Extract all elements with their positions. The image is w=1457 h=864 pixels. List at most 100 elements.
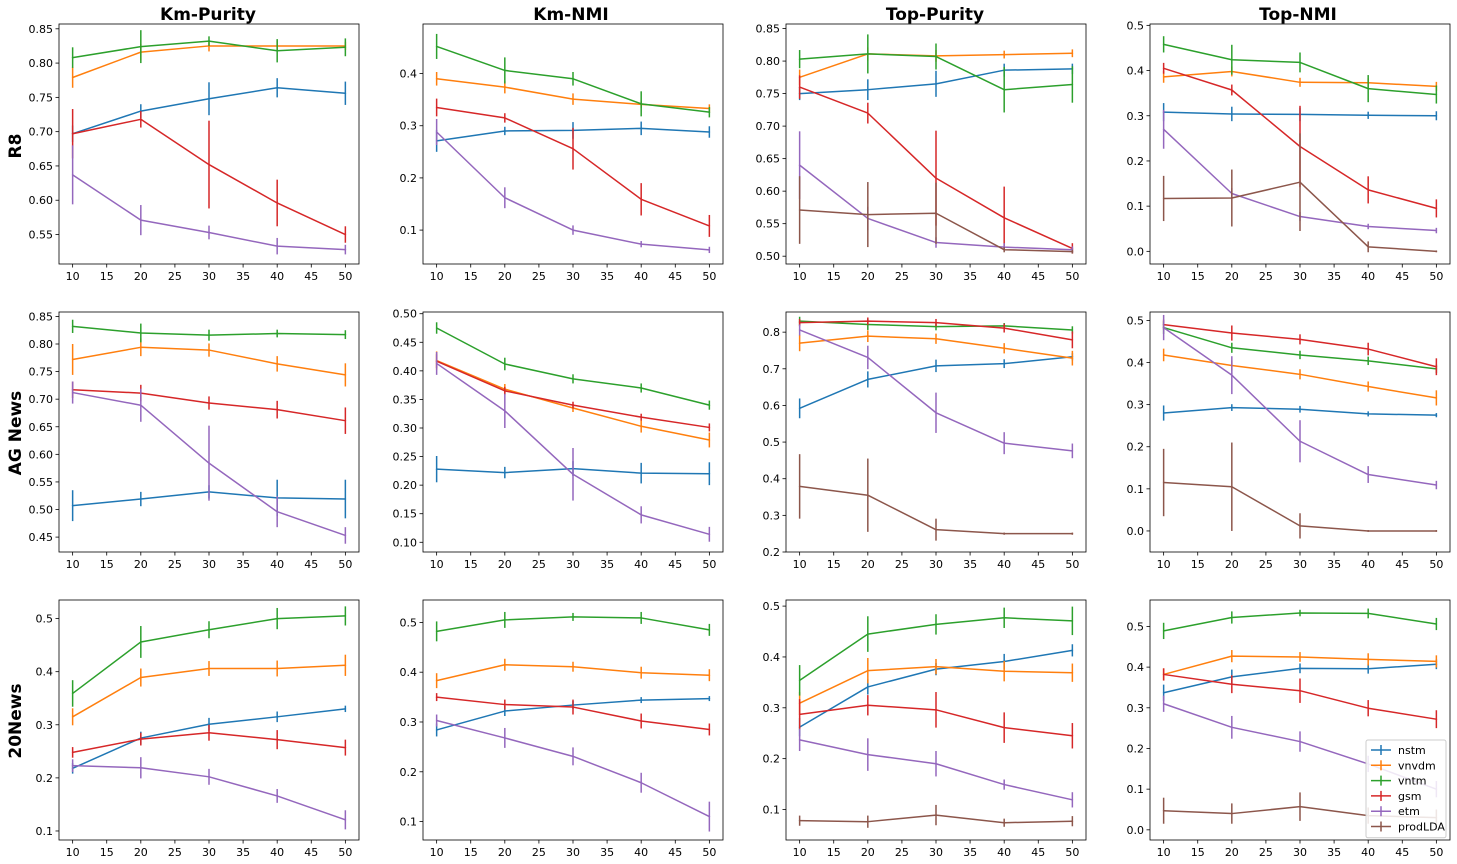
- data-point-gsm: [640, 720, 642, 722]
- x-tick-label: 40: [1361, 558, 1375, 571]
- y-tick-label: 0.3: [36, 719, 54, 732]
- data-point-vnvdm: [708, 439, 711, 441]
- data-point-vntm: [435, 630, 438, 633]
- data-point-vntm: [640, 617, 642, 619]
- y-tick-label: 0.60: [756, 185, 781, 198]
- x-tick-label: 45: [1031, 846, 1045, 859]
- data-point-prodlda: [1367, 530, 1369, 532]
- data-point-vnvdm: [1071, 52, 1074, 55]
- panel-ag-news-top-purity: 10 15 20 25 30 35 40 45 50 0.2 0.3 0.4 0.5 0.6 0.7 0.8: [763, 311, 1087, 571]
- legend-entry-nstm: nstm: [1371, 744, 1426, 757]
- data-point-vntm: [276, 332, 278, 335]
- data-point-etm: [572, 229, 574, 231]
- data-point-vntm: [1299, 354, 1301, 356]
- legend: nstm vnvdm vntm gsm etm prodLDA: [1365, 739, 1447, 839]
- y-tick-label: 0.1: [1127, 783, 1145, 796]
- series-etm: [435, 352, 711, 542]
- y-tick-label: 0.35: [393, 393, 418, 406]
- x-tick-label: 40: [634, 270, 648, 283]
- y-tick-label: 0.5: [763, 436, 781, 449]
- x-tick-label: 40: [270, 270, 284, 283]
- x-tick-label: 45: [1031, 558, 1045, 571]
- data-point-vntm: [1231, 58, 1233, 61]
- data-point-vnvdm: [1071, 357, 1074, 359]
- x-tick-label: 35: [963, 270, 977, 283]
- data-point-vnvdm: [71, 716, 74, 718]
- y-tick-label: 0.10: [393, 536, 418, 549]
- x-tick-label: 30: [1293, 270, 1307, 283]
- data-point-vntm: [208, 40, 210, 42]
- data-point-etm: [276, 510, 278, 513]
- x-tick-label: 40: [634, 558, 648, 571]
- data-point-vntm: [572, 378, 574, 380]
- y-tick-label: 0.50: [29, 504, 54, 517]
- y-tick-label: 0.7: [763, 363, 781, 376]
- data-point-vntm: [208, 628, 210, 631]
- series-vntm: [71, 319, 347, 343]
- data-point-nstm: [1299, 667, 1301, 670]
- legend-label: nstm: [1398, 744, 1426, 757]
- x-tick-label: 10: [430, 558, 444, 571]
- data-point-vntm: [71, 325, 74, 328]
- legend-label: prodLDA: [1398, 821, 1445, 834]
- data-point-vntm: [1367, 360, 1369, 362]
- y-tick-label: 0.3: [763, 509, 781, 522]
- series-gsm: [435, 98, 711, 237]
- data-point-etm: [1367, 225, 1369, 228]
- x-tick-label: 50: [1065, 846, 1079, 859]
- data-point-vntm: [867, 53, 869, 55]
- x-tick-label: 20: [498, 270, 512, 283]
- legend-label: vnvdm: [1398, 759, 1436, 772]
- data-point-etm: [504, 410, 506, 412]
- y-tick-label: 0.3: [400, 120, 418, 133]
- x-tick-label: 15: [1191, 846, 1205, 859]
- data-point-nstm: [276, 86, 278, 89]
- data-point-vnvdm: [1231, 655, 1233, 657]
- x-tick-label: 20: [498, 846, 512, 859]
- data-point-prodlda: [1231, 812, 1233, 815]
- x-tick-label: 15: [827, 270, 841, 283]
- data-point-gsm: [276, 408, 278, 411]
- y-tick-label: 0.1: [1127, 483, 1145, 496]
- x-tick-label: 25: [895, 846, 909, 859]
- y-tick-label: 0.3: [1127, 110, 1145, 123]
- legend-box: [1365, 739, 1447, 839]
- data-point-gsm: [867, 320, 869, 322]
- data-point-nstm: [435, 729, 438, 731]
- data-point-vntm: [1367, 612, 1369, 615]
- plot-area: [435, 33, 711, 254]
- series-etm: [435, 118, 711, 254]
- data-point-nstm: [867, 378, 869, 381]
- data-point-prodlda: [1231, 485, 1233, 488]
- x-tick-label: 15: [464, 558, 478, 571]
- data-point-etm: [1003, 783, 1005, 786]
- x-tick-label: 10: [1157, 846, 1171, 859]
- series-gsm: [798, 75, 1074, 254]
- x-tick-label: 15: [1191, 558, 1205, 571]
- data-point-vntm: [1071, 620, 1074, 622]
- panel-r8-km-purity: 10 15 20 25 30 35 40 45 50 0.55 0.60 0.65 0.70 0.75 0.…: [29, 23, 360, 283]
- axes-frame: [422, 599, 724, 841]
- y-tick-label: 0.85: [756, 23, 781, 36]
- data-point-prodlda: [1162, 481, 1165, 484]
- data-point-nstm: [1367, 413, 1369, 415]
- panel-20news-km-nmi: 10 15 20 25 30 35 40 45 50 0.1 0.2 0.3 0.4 0.5: [400, 599, 724, 859]
- x-tick-label: 35: [600, 558, 614, 571]
- data-point-nstm: [504, 471, 506, 474]
- data-point-gsm: [1003, 726, 1005, 729]
- panel-ag-news-km-purity: 10 15 20 25 30 35 40 45 50 0.45 0.50 0.55 0.60 0.65 0.…: [29, 310, 360, 571]
- y-tick-label: 0.55: [756, 218, 781, 231]
- y-tick-label: 0.60: [29, 448, 54, 461]
- y-tick-label: 0.4: [1127, 357, 1145, 370]
- data-point-nstm: [640, 699, 642, 701]
- data-point-vntm: [1299, 612, 1301, 614]
- legend-entry-vnvdm: vnvdm: [1371, 759, 1436, 772]
- x-tick-label: 50: [1065, 558, 1079, 571]
- y-tick-label: 0.2: [763, 546, 781, 559]
- data-point-etm: [1435, 229, 1438, 232]
- data-point-gsm: [867, 704, 869, 707]
- x-tick-label: 35: [236, 846, 250, 859]
- data-point-gsm: [276, 202, 278, 204]
- data-point-gsm: [708, 426, 711, 429]
- data-point-gsm: [1367, 707, 1369, 710]
